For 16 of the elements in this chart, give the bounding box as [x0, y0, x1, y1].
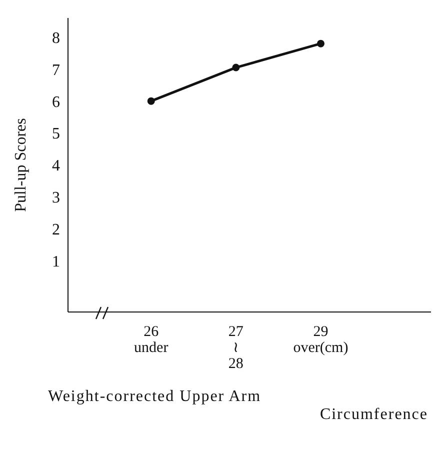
text: Weight-corrected Upper Arm Circumference [48, 388, 428, 423]
point [232, 64, 240, 72]
x-tick-label: 29 over(cm) [293, 324, 348, 356]
y-tick-label: 8 [52, 30, 60, 47]
y-tick-label: 4 [52, 158, 60, 175]
y-tick-label: 6 [52, 94, 60, 111]
y-tick-label: 1 [52, 254, 60, 271]
point [147, 97, 155, 105]
y-tick-label: 3 [52, 190, 60, 207]
y-tick-label: 5 [52, 126, 60, 143]
x-tick-label: 27 ≀ 28 [228, 324, 244, 372]
point [316, 40, 324, 48]
y-tick-label: 2 [52, 222, 60, 239]
y-tick-label: 7 [52, 62, 60, 79]
y-axis-title: Pull-up Scores [12, 118, 30, 212]
x-tick-label: 26 under [134, 324, 168, 356]
